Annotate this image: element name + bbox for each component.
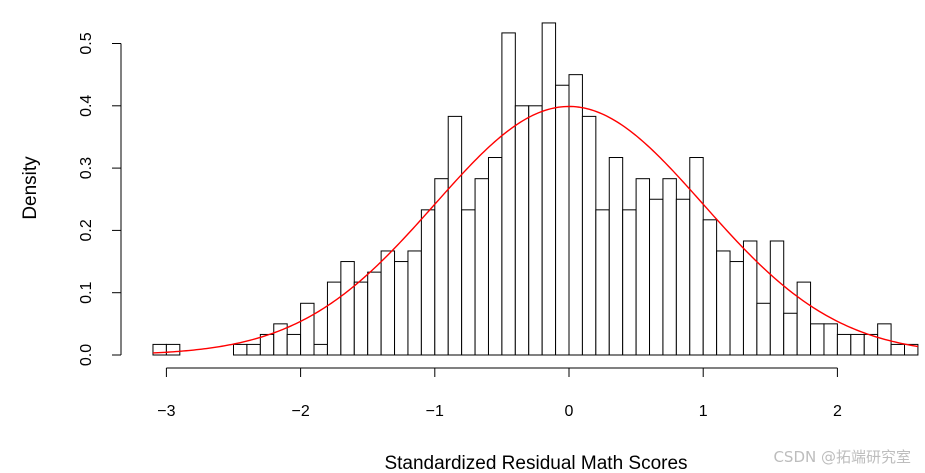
histogram-bar [595, 209, 610, 356]
histogram-bar [675, 198, 691, 356]
x-tick-label: 2 [833, 403, 842, 420]
histogram-bar [904, 343, 919, 356]
y-axis: 0.0 0.1 0.2 0.3 0.4 0.5 [78, 32, 122, 366]
histogram-bar [555, 84, 570, 356]
histogram-bar [487, 157, 503, 356]
histogram-bar [300, 302, 315, 356]
x-tick-label: −3 [157, 403, 175, 420]
histogram-bar [461, 209, 476, 356]
histogram-bar [581, 115, 597, 356]
x-tick-label: −1 [426, 403, 444, 420]
histogram-bar [863, 333, 879, 356]
x-axis-title: Standardized Residual Math Scores [384, 453, 687, 473]
histogram-bar [447, 115, 463, 356]
histogram-bar [568, 74, 583, 356]
histogram-bar [434, 178, 449, 356]
histogram-bar [836, 333, 852, 356]
normal-density-curve [152, 105, 919, 354]
histogram-bar [635, 178, 651, 356]
y-tick-label: 0.3 [78, 157, 95, 179]
y-tick-label: 0.5 [78, 32, 95, 54]
y-tick-label: 0.0 [78, 344, 95, 366]
histogram-bar [783, 312, 798, 356]
histogram-bar [407, 250, 422, 356]
histogram-bar [246, 343, 261, 356]
histogram-bar [850, 333, 865, 356]
histogram-bar [528, 105, 543, 356]
histogram-bar [340, 261, 355, 356]
histogram-bar [380, 250, 396, 356]
histogram-bar [796, 281, 812, 356]
histogram-bar [326, 281, 342, 356]
histogram-bars [152, 22, 919, 356]
histogram-bar [649, 198, 664, 356]
histogram-bar [823, 323, 838, 356]
y-tick-label: 0.2 [78, 219, 95, 241]
histogram-bar [233, 343, 248, 356]
histogram-bar [702, 219, 718, 356]
histogram-bar [769, 240, 785, 356]
histogram-bar [622, 209, 637, 356]
histogram-bar [313, 343, 328, 356]
histogram-bar [286, 333, 302, 356]
histogram-bar [367, 271, 382, 356]
histogram-bar [474, 178, 489, 356]
histogram-bar [514, 105, 530, 356]
histogram-bar [756, 302, 771, 356]
histogram-bar [662, 178, 677, 356]
histogram-bar [689, 157, 704, 356]
histogram-bar [608, 157, 624, 356]
x-tick-label: −2 [291, 403, 309, 420]
y-tick-label: 0.1 [78, 281, 95, 303]
histogram-bar [259, 333, 275, 356]
histogram-bar [716, 250, 731, 356]
histogram-bar [810, 323, 825, 356]
watermark-text: CSDN @拓端研究室 [773, 448, 911, 466]
histogram-bar [353, 281, 369, 356]
x-tick-label: 1 [699, 403, 708, 420]
x-axis: −3 −2 −1 0 1 2 [157, 367, 842, 420]
histogram-bar [420, 209, 436, 356]
histogram-bar [890, 343, 906, 356]
histogram-bar [165, 343, 181, 356]
histogram-bar [394, 261, 409, 356]
histogram-bar [729, 261, 744, 356]
histogram-bar [742, 240, 758, 356]
y-tick-label: 0.4 [78, 95, 95, 117]
histogram-bar [541, 22, 557, 356]
histogram-bar [501, 32, 516, 356]
y-axis-title: Density [20, 156, 41, 220]
x-tick-label: 0 [565, 403, 574, 420]
